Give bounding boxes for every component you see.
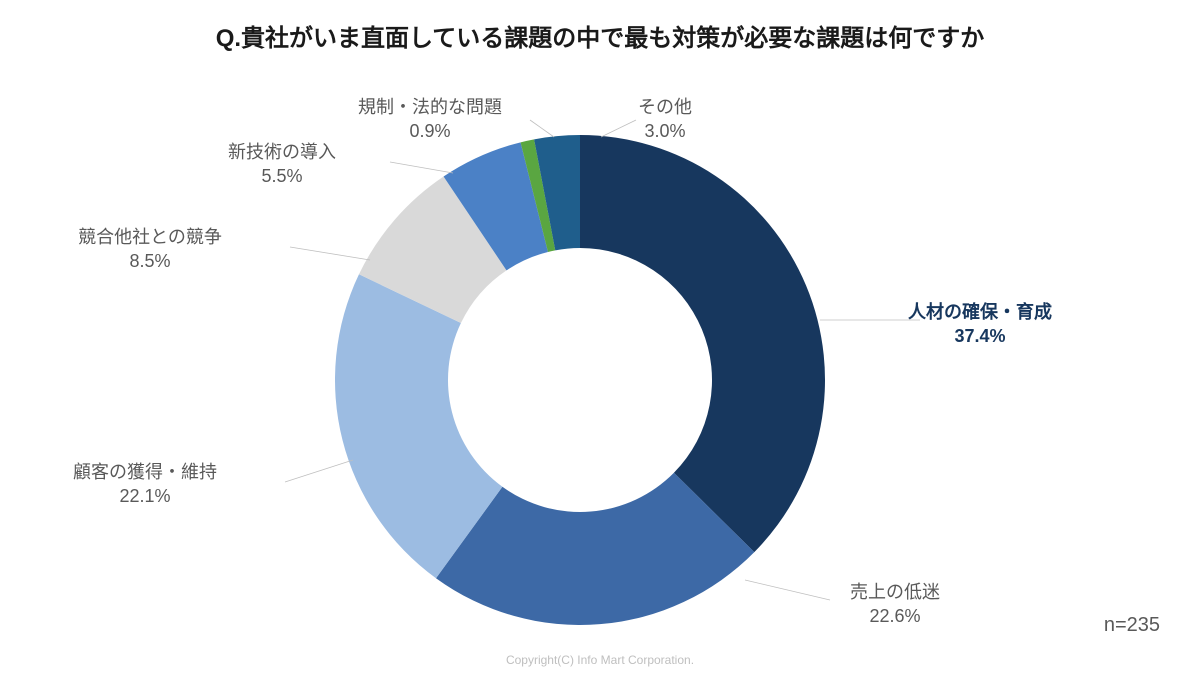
slice-label-text-3: 競合他社との競争 <box>78 225 222 249</box>
slice-0 <box>580 135 825 552</box>
slice-label-pct-1: 22.6% <box>850 604 940 628</box>
slice-label-text-2: 顧客の獲得・維持 <box>73 460 217 484</box>
slice-label-3: 競合他社との競争8.5% <box>78 225 222 274</box>
page: Q.貴社がいま直面している課題の中で最も対策が必要な課題は何ですか 人材の確保・… <box>0 0 1200 677</box>
slice-label-text-4: 新技術の導入 <box>228 140 336 164</box>
slice-label-text-5: 規制・法的な問題 <box>358 95 502 119</box>
slice-label-text-0: 人材の確保・育成 <box>908 300 1052 324</box>
slice-label-1: 売上の低迷22.6% <box>850 580 940 629</box>
slice-label-0: 人材の確保・育成37.4% <box>908 300 1052 349</box>
slice-label-pct-0: 37.4% <box>908 324 1052 348</box>
slice-label-text-1: 売上の低迷 <box>850 580 940 604</box>
slice-label-6: その他3.0% <box>638 95 692 144</box>
slice-label-pct-6: 3.0% <box>638 119 692 143</box>
slice-label-pct-2: 22.1% <box>73 484 217 508</box>
slice-label-4: 新技術の導入5.5% <box>228 140 336 189</box>
slice-label-5: 規制・法的な問題0.9% <box>358 95 502 144</box>
donut-chart <box>330 130 830 630</box>
slice-label-2: 顧客の獲得・維持22.1% <box>73 460 217 509</box>
sample-size: n=235 <box>1104 614 1160 637</box>
slice-label-text-6: その他 <box>638 95 692 119</box>
slice-label-pct-3: 8.5% <box>78 249 222 273</box>
slice-label-pct-4: 5.5% <box>228 164 336 188</box>
copyright: Copyright(C) Info Mart Corporation. <box>0 653 1200 667</box>
slice-label-pct-5: 0.9% <box>358 119 502 143</box>
chart-title: Q.貴社がいま直面している課題の中で最も対策が必要な課題は何ですか <box>0 18 1200 53</box>
